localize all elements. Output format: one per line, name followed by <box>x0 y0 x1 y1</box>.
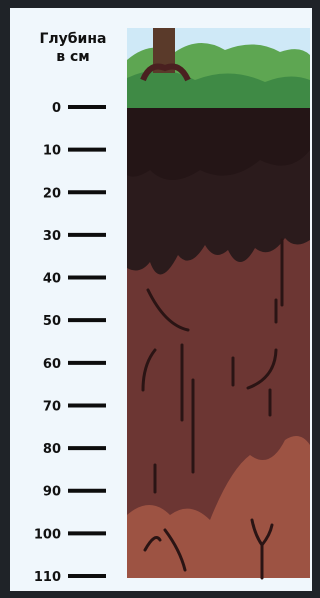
title-line: в см <box>56 49 89 65</box>
page: Глубина в см 0102030405060708090100110 (… <box>0 0 319 598</box>
title-line: Глубина <box>39 31 106 47</box>
soil-illustration <box>127 28 310 578</box>
depth-label: 80 <box>43 442 61 457</box>
depth-label: 10 <box>43 144 61 159</box>
depth-label: 60 <box>43 357 61 372</box>
depth-label: 0 <box>52 101 61 116</box>
depth-diagram: Глубина в см 0 10 20 30 40 50 60 70 80 90 100 110 <box>0 0 319 598</box>
depth-label: 40 <box>43 272 61 287</box>
depth-label: 30 <box>43 229 61 244</box>
depth-label: 110 <box>34 570 61 585</box>
depth-label: 70 <box>43 399 61 414</box>
depth-label: 90 <box>43 485 61 500</box>
depth-label: 20 <box>43 186 61 201</box>
depth-label: 50 <box>43 314 61 329</box>
depth-label: 100 <box>34 527 61 542</box>
